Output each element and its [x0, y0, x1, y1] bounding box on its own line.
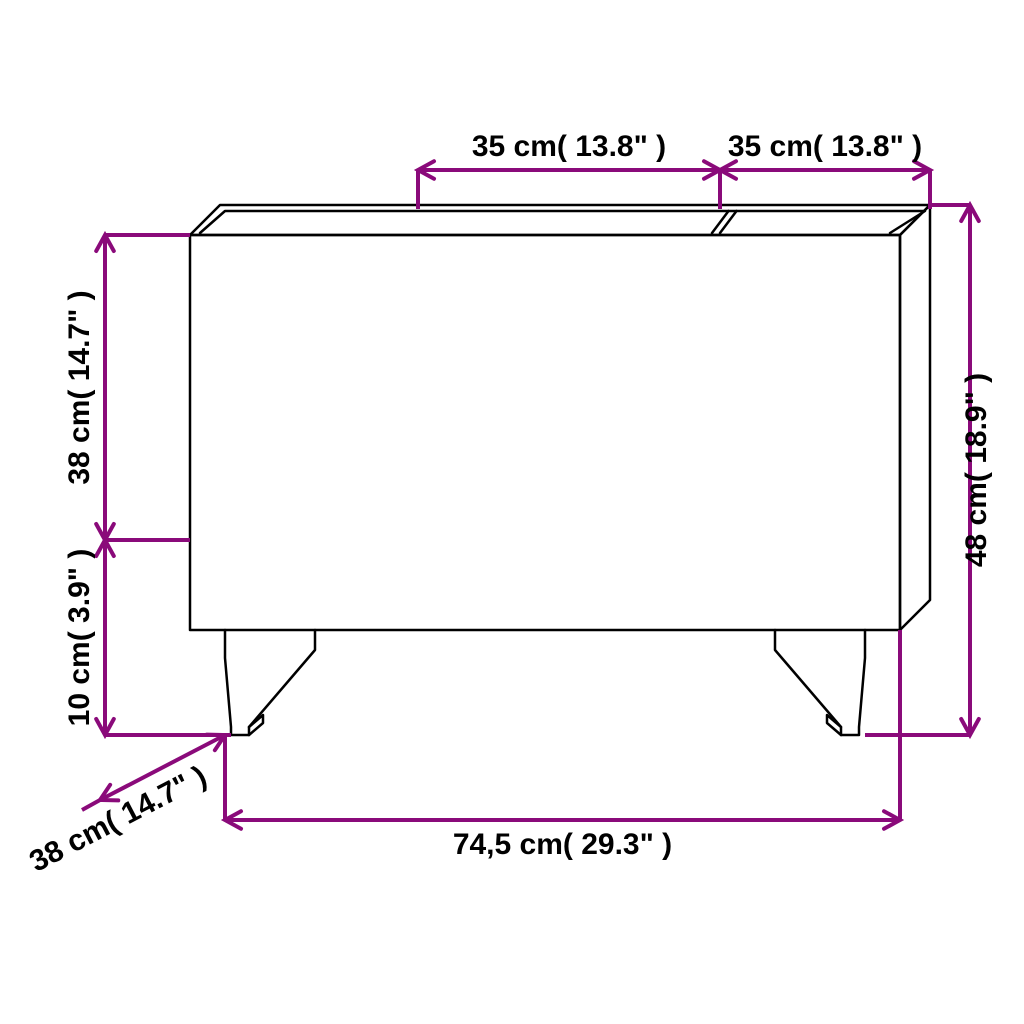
svg-text:38 cm( 14.7" ): 38 cm( 14.7" )	[63, 290, 96, 484]
svg-text:74,5 cm( 29.3" ): 74,5 cm( 29.3" )	[453, 828, 672, 861]
cabinet-outline	[190, 205, 930, 735]
svg-text:38 cm( 14.7" ): 38 cm( 14.7" )	[24, 760, 212, 879]
svg-text:35 cm( 13.8" ): 35 cm( 13.8" )	[472, 130, 666, 163]
svg-text:35 cm( 13.8" ): 35 cm( 13.8" )	[728, 130, 922, 163]
svg-text:10 cm( 3.9" ): 10 cm( 3.9" )	[63, 549, 96, 727]
svg-text:48 cm( 18.9" ): 48 cm( 18.9" )	[960, 373, 993, 567]
